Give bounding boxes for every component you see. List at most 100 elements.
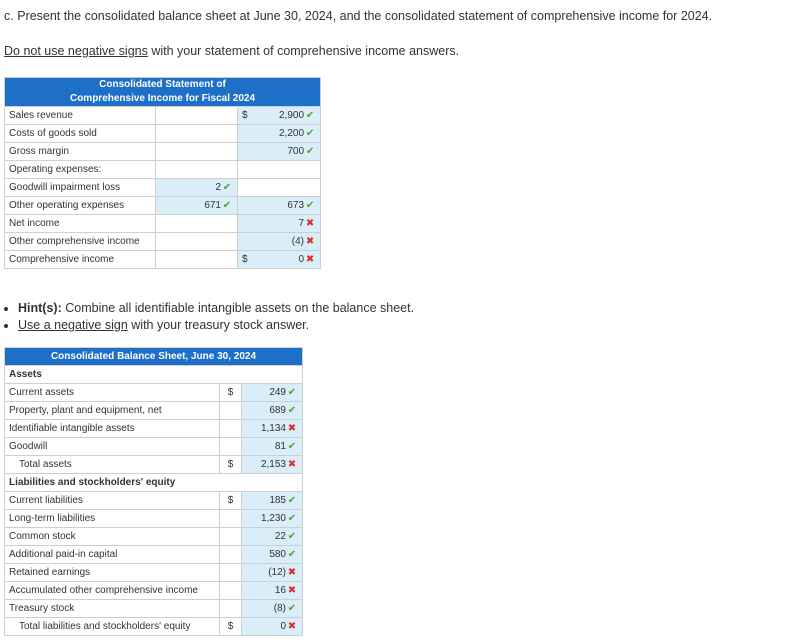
row-label: Goodwill impairment loss: [4, 178, 156, 197]
cross-icon: ✖: [305, 236, 315, 247]
table-row: Goodwill impairment loss 2 ✔: [4, 178, 322, 197]
cross-icon: ✖: [305, 218, 315, 229]
comprehensive-income-input[interactable]: $0 ✖: [236, 250, 322, 269]
table-row: Long-term liabilities 1,230 ✔: [4, 509, 303, 528]
retained-earnings-input[interactable]: (12) ✖: [241, 563, 303, 582]
cross-icon: ✖: [287, 621, 297, 632]
table-row: Additional paid-in capital 580 ✔: [4, 545, 303, 564]
row-label: Current assets: [4, 383, 220, 402]
row-label: Additional paid-in capital: [4, 545, 220, 564]
check-icon: ✔: [287, 495, 297, 506]
table-row: Treasury stock (8) ✔: [4, 599, 303, 618]
current-liabilities-input[interactable]: 185 ✔: [241, 491, 303, 510]
table-row: Net income 7 ✖: [4, 214, 322, 233]
row-label: Sales revenue: [4, 106, 156, 125]
row-label: Net income: [4, 214, 156, 233]
oci-input[interactable]: (4) ✖: [236, 232, 322, 251]
check-icon: ✔: [305, 110, 315, 121]
table-row: Gross margin 700 ✔: [4, 142, 322, 161]
treasury-stock-input[interactable]: (8) ✔: [241, 599, 303, 618]
total-assets-input[interactable]: 2,153 ✖: [241, 455, 303, 474]
income-statement-table: Consolidated Statement of Comprehensive I…: [3, 77, 322, 269]
row-label: Goodwill: [4, 437, 220, 456]
row-label: Other operating expenses: [4, 196, 156, 215]
table-row: Retained earnings (12) ✖: [4, 563, 303, 582]
table-row: Comprehensive income $0 ✖: [4, 250, 322, 269]
row-label: Total liabilities and stockholders' equi…: [4, 617, 220, 636]
table-row: Operating expenses:: [4, 160, 322, 179]
aoci-input[interactable]: 16 ✖: [241, 581, 303, 600]
check-icon: ✔: [305, 200, 315, 211]
row-label: Property, plant and equipment, net: [4, 401, 220, 420]
check-icon: ✔: [305, 146, 315, 157]
hint-item: Use a negative sign with your treasury s…: [18, 318, 414, 332]
apic-input[interactable]: 580 ✔: [241, 545, 303, 564]
row-label: Long-term liabilities: [4, 509, 220, 528]
total-opex-input[interactable]: 673 ✔: [236, 196, 322, 215]
check-icon: ✔: [287, 387, 297, 398]
liabilities-header: Liabilities and stockholders' equity: [4, 473, 303, 492]
row-label: Current liabilities: [4, 491, 220, 510]
table-row: Sales revenue $2,900 ✔: [4, 106, 322, 125]
cross-icon: ✖: [287, 585, 297, 596]
table-row: Other operating expenses 671 ✔ 673 ✔: [4, 196, 322, 215]
check-icon: ✔: [287, 531, 297, 542]
row-label: Operating expenses:: [4, 160, 156, 179]
hint-item: Hint(s): Combine all identifiable intang…: [18, 301, 414, 315]
table-row: Other comprehensive income (4) ✖: [4, 232, 322, 251]
table-row: Current liabilities $ 185 ✔: [4, 491, 303, 510]
common-stock-input[interactable]: 22 ✔: [241, 527, 303, 546]
row-label: Accumulated other comprehensive income: [4, 581, 220, 600]
balance-sheet-title: Consolidated Balance Sheet, June 30, 202…: [4, 347, 303, 366]
instruction-line-1: c. Present the consolidated balance shee…: [4, 9, 713, 23]
check-icon: ✔: [287, 603, 297, 614]
cross-icon: ✖: [287, 567, 297, 578]
table-row: Identifiable intangible assets 1,134 ✖: [4, 419, 303, 438]
other-opex-input[interactable]: 671 ✔: [155, 196, 238, 215]
row-label: Identifiable intangible assets: [4, 419, 220, 438]
hints-list: Hint(s): Combine all identifiable intang…: [4, 301, 414, 335]
cross-icon: ✖: [305, 254, 315, 265]
row-label: Other comprehensive income: [4, 232, 156, 251]
table-row: Total liabilities and stockholders' equi…: [4, 617, 303, 636]
row-label: Common stock: [4, 527, 220, 546]
net-income-input[interactable]: 7 ✖: [236, 214, 322, 233]
current-assets-input[interactable]: 249 ✔: [241, 383, 303, 402]
cogs-input[interactable]: 2,200 ✔: [236, 124, 322, 143]
income-statement-title: Consolidated Statement of Comprehensive I…: [3, 77, 322, 107]
total-liabilities-equity-input[interactable]: 0 ✖: [241, 617, 303, 636]
table-row: Costs of goods sold 2,200 ✔: [4, 124, 322, 143]
goodwill-input[interactable]: 81 ✔: [241, 437, 303, 456]
instruction-line-2: Do not use negative signs with your stat…: [4, 44, 460, 58]
no-negative-signs-link[interactable]: Do not use negative signs: [4, 44, 148, 58]
cross-icon: ✖: [287, 459, 297, 470]
row-label: Retained earnings: [4, 563, 220, 582]
cross-icon: ✖: [287, 423, 297, 434]
check-icon: ✔: [287, 513, 297, 524]
ppe-input[interactable]: 689 ✔: [241, 401, 303, 420]
negative-sign-link[interactable]: Use a negative sign: [18, 318, 128, 332]
row-label: Treasury stock: [4, 599, 220, 618]
check-icon: ✔: [222, 200, 232, 211]
table-row: Common stock 22 ✔: [4, 527, 303, 546]
row-label: Total assets: [4, 455, 220, 474]
row-label: Gross margin: [4, 142, 156, 161]
row-label: Comprehensive income: [4, 250, 156, 269]
goodwill-impairment-input[interactable]: 2 ✔: [155, 178, 238, 197]
long-term-liabilities-input[interactable]: 1,230 ✔: [241, 509, 303, 528]
check-icon: ✔: [287, 549, 297, 560]
assets-header: Assets: [4, 365, 303, 384]
table-row: Property, plant and equipment, net 689 ✔: [4, 401, 303, 420]
check-icon: ✔: [305, 128, 315, 139]
check-icon: ✔: [287, 441, 297, 452]
table-row: Total assets $ 2,153 ✖: [4, 455, 303, 474]
check-icon: ✔: [287, 405, 297, 416]
table-row: Goodwill 81 ✔: [4, 437, 303, 456]
sales-revenue-input[interactable]: $2,900 ✔: [236, 106, 322, 125]
balance-sheet-table: Consolidated Balance Sheet, June 30, 202…: [4, 347, 303, 636]
table-row: Current assets $ 249 ✔: [4, 383, 303, 402]
intangibles-input[interactable]: 1,134 ✖: [241, 419, 303, 438]
gross-margin-input[interactable]: 700 ✔: [236, 142, 322, 161]
check-icon: ✔: [222, 182, 232, 193]
row-label: Costs of goods sold: [4, 124, 156, 143]
